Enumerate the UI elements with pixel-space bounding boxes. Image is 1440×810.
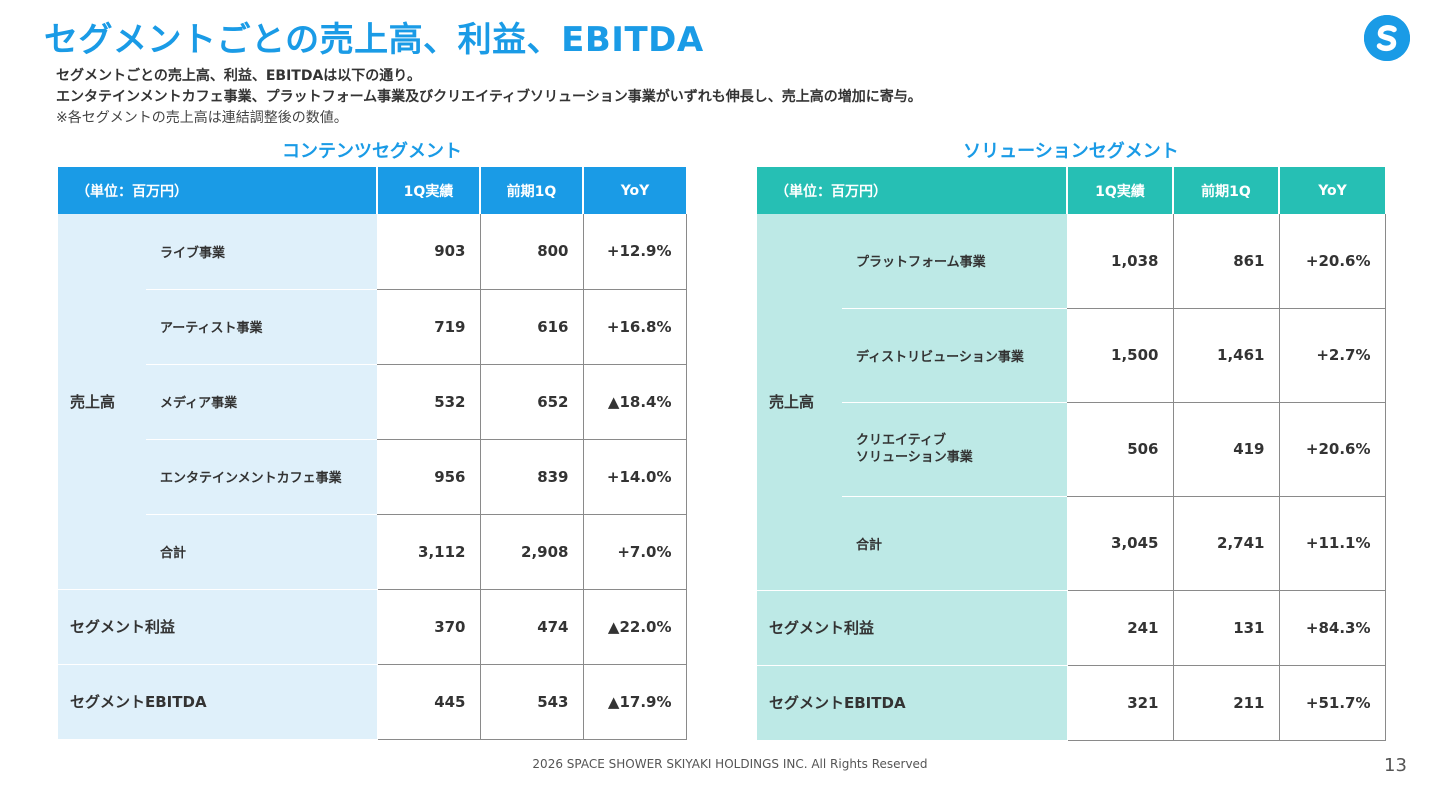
prev-value: 543 [480,664,584,740]
table-row: 売上高 プラットフォーム事業 1,038 861 +20.6% [757,214,1386,591]
yoy-header: YoY [583,167,686,214]
segment-ebitda-row: セグメントEBITDA 445 543 ▲17.9% [58,664,687,740]
q1-value: 532 [377,364,481,440]
q1-value: 321 [1067,665,1174,741]
table-row: ディストリビューション事業 1,500 1,461 +2.7% [757,308,1386,403]
q1-value: 506 [1067,402,1174,497]
q1-value: 3,112 [377,514,481,590]
page-number: 13 [1384,755,1407,776]
row-label: クリエイティブ ソリューション事業 [842,402,1067,497]
row-label: セグメント利益 [757,590,1068,666]
table-row-total: 合計 3,045 2,741 +11.1% [757,496,1386,591]
row-label: セグメントEBITDA [757,665,1068,741]
yoy-value: +7.0% [583,514,687,590]
row-label-line-2: ソリューション事業 [856,450,973,465]
yoy-value: +16.8% [583,289,687,365]
page-title: セグメントごとの売上高、利益、EBITDA [44,20,704,60]
row-label: エンタテインメントカフェ事業 [146,439,377,515]
table-row: エンタテインメントカフェ事業 956 839 +14.0% [58,439,687,515]
solution-segment-table: （単位：百万円） 1Q実績 前期1Q YoY 売上高 プラットフォーム事業 1,… [757,167,1386,741]
segment-profit-row: セグメント利益 241 131 +84.3% [757,590,1386,666]
table-row: 売上高 ライブ事業 903 800 +12.9% [58,214,687,590]
contents-segment-title: コンテンツセグメント [282,141,462,162]
segment-profit-row: セグメント利益 370 474 ▲22.0% [58,589,687,665]
intro-note: ※各セグメントの売上高は連結調整後の数値。 [56,110,348,126]
s-logo-icon [1364,15,1410,61]
intro-line-2: エンタテインメントカフェ事業、プラットフォーム事業及びクリエイティブソリューショ… [56,89,922,105]
yoy-value: +12.9% [583,214,687,290]
yoy-value: +2.7% [1279,308,1386,403]
row-label: メディア事業 [146,364,377,440]
row-label: ライブ事業 [146,214,377,290]
prev-value: 131 [1173,590,1280,666]
prev-value: 419 [1173,402,1280,497]
revenue-label: 売上高 [58,214,146,590]
prev-value: 861 [1173,214,1280,309]
q1-value: 903 [377,214,481,290]
prev-value: 652 [480,364,584,440]
segment-ebitda-row: セグメントEBITDA 321 211 +51.7% [757,665,1386,741]
q1-value: 719 [377,289,481,365]
prev-q1-header: 前期1Q [1173,167,1280,214]
table-row: クリエイティブ ソリューション事業 506 419 +20.6% [757,402,1386,497]
table-row: メディア事業 532 652 ▲18.4% [58,364,687,440]
q1-header: 1Q実績 [1067,167,1174,214]
table-row: アーティスト事業 719 616 +16.8% [58,289,687,365]
row-label-line-1: クリエイティブ [856,433,946,448]
row-label: プラットフォーム事業 [842,214,1067,309]
table-header-row: （単位：百万円） 1Q実績 前期1Q YoY [58,167,686,214]
q1-value: 956 [377,439,481,515]
row-label: セグメントEBITDA [58,664,378,740]
q1-value: 1,038 [1067,214,1174,309]
yoy-value: +84.3% [1279,590,1386,666]
yoy-value: ▲17.9% [583,664,687,740]
q1-value: 370 [377,589,481,665]
unit-header: （単位：百万円） [757,167,1068,214]
yoy-value: +51.7% [1279,665,1386,741]
prev-value: 2,741 [1173,496,1280,591]
table-row-total: 合計 3,112 2,908 +7.0% [58,514,687,590]
yoy-value: ▲18.4% [583,364,687,440]
yoy-value: +14.0% [583,439,687,515]
table-header-row: （単位：百万円） 1Q実績 前期1Q YoY [757,167,1385,214]
q1-value: 1,500 [1067,308,1174,403]
intro-text: セグメントごとの売上高、利益、EBITDAは以下の通り。 エンタテインメントカフ… [56,66,922,129]
yoy-value: ▲22.0% [583,589,687,665]
prev-value: 800 [480,214,584,290]
yoy-value: +20.6% [1279,402,1386,497]
unit-header: （単位：百万円） [58,167,378,214]
revenue-label: 売上高 [757,214,842,591]
yoy-value: +20.6% [1279,214,1386,309]
prev-q1-header: 前期1Q [480,167,584,214]
yoy-value: +11.1% [1279,496,1386,591]
company-logo [1364,15,1410,61]
q1-value: 3,045 [1067,496,1174,591]
intro-line-1: セグメントごとの売上高、利益、EBITDAは以下の通り。 [56,68,422,84]
prev-value: 211 [1173,665,1280,741]
copyright-footer: 2026 SPACE SHOWER SKIYAKI HOLDINGS INC. … [532,757,928,771]
solution-segment-title: ソリューションセグメント [963,141,1179,162]
prev-value: 839 [480,439,584,515]
q1-value: 241 [1067,590,1174,666]
prev-value: 616 [480,289,584,365]
prev-value: 2,908 [480,514,584,590]
row-label: 合計 [146,514,377,590]
row-label: アーティスト事業 [146,289,377,365]
contents-segment-table: （単位：百万円） 1Q実績 前期1Q YoY 売上高 ライブ事業 903 800… [58,167,687,740]
q1-value: 445 [377,664,481,740]
q1-header: 1Q実績 [377,167,481,214]
row-label: セグメント利益 [58,589,378,665]
row-label: 合計 [842,496,1067,591]
row-label: ディストリビューション事業 [842,308,1067,403]
prev-value: 1,461 [1173,308,1280,403]
yoy-header: YoY [1279,167,1385,214]
prev-value: 474 [480,589,584,665]
